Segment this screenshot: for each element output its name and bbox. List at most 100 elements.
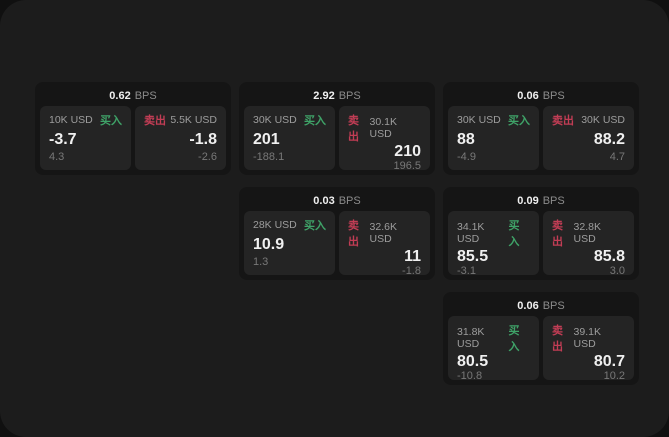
sell-tile-header: 卖出 30.1K USD [348, 112, 421, 144]
card-header: 0.09 BPS [448, 191, 634, 211]
buy-side-label: 买入 [508, 220, 520, 248]
bps-value: 0.06 [517, 300, 539, 312]
bps-value: 0.09 [517, 195, 539, 207]
buy-notional: 31.8K USD [457, 326, 485, 350]
card-header: 0.06 BPS [448, 296, 634, 316]
quote-tiles: 10K USD 买入 -3.7 4.3 卖出 5.5K USD -1.8 -2.… [40, 106, 226, 170]
bps-unit-label: BPS [542, 90, 565, 102]
buy-delta: 4.3 [49, 151, 65, 163]
buy-quote-tile[interactable]: 30K USD 买入 201 -188.1 [244, 106, 335, 170]
sell-quote-tile[interactable]: 卖出 39.1K USD 80.7 10.2 [543, 316, 634, 382]
buy-delta: 1.3 [253, 256, 269, 268]
bps-value: 0.62 [109, 90, 131, 102]
bps-value: 2.92 [313, 90, 335, 102]
buy-price: 10.9 [253, 235, 285, 253]
buy-notional: 10K USD [49, 114, 93, 126]
buy-side-label: 买入 [508, 115, 530, 127]
buy-quote-tile[interactable]: 28K USD 买入 10.9 1.3 [244, 211, 335, 275]
quote-tiles: 31.8K USD 买入 80.5 -10.8 卖出 39.1K USD 80.… [448, 316, 634, 382]
sell-notional: 5.5K USD [170, 114, 217, 126]
sell-quote-tile[interactable]: 卖出 32.8K USD 85.8 3.0 [543, 211, 634, 277]
buy-delta: -10.8 [457, 370, 483, 382]
sell-tile-header: 卖出 5.5K USD [144, 112, 217, 128]
sell-price: -1.8 [189, 130, 217, 148]
card-header: 0.62 BPS [40, 86, 226, 106]
card-header: 0.06 BPS [448, 86, 634, 106]
sell-notional: 30.1K USD [369, 116, 397, 140]
buy-tile-header: 34.1K USD 买入 [457, 217, 530, 249]
sell-delta: 10.2 [603, 370, 625, 382]
buy-price: 88 [457, 130, 475, 148]
card-header: 0.03 BPS [244, 191, 430, 211]
buy-delta: -4.9 [457, 151, 476, 163]
sell-notional: 30K USD [581, 114, 625, 126]
buy-notional: 28K USD [253, 219, 297, 231]
buy-price: 80.5 [457, 353, 489, 370]
quote-cards-grid: 0.62 BPS 10K USD 买入 -3.7 4.3 卖出 5.5K USD… [35, 82, 639, 385]
quote-card: 0.06 BPS 30K USD 买入 88 -4.9 卖出 30K USD 8… [443, 82, 639, 175]
buy-quote-tile[interactable]: 10K USD 买入 -3.7 4.3 [40, 106, 131, 170]
bps-unit-label: BPS [338, 195, 361, 207]
buy-price: 85.5 [457, 248, 489, 265]
buy-notional: 30K USD [253, 114, 297, 126]
sell-side-label: 卖出 [348, 115, 359, 143]
quote-card: 0.03 BPS 28K USD 买入 10.9 1.3 卖出 32.6K US… [239, 187, 435, 280]
sell-delta: -1.8 [402, 265, 421, 277]
bps-unit-label: BPS [542, 300, 565, 312]
sell-tile-header: 卖出 32.8K USD [552, 217, 625, 249]
buy-quote-tile[interactable]: 31.8K USD 买入 80.5 -10.8 [448, 316, 539, 382]
quote-card: 0.06 BPS 31.8K USD 买入 80.5 -10.8 卖出 39.1… [443, 292, 639, 385]
buy-delta: -3.1 [457, 265, 476, 277]
quote-card: 0.62 BPS 10K USD 买入 -3.7 4.3 卖出 5.5K USD… [35, 82, 231, 175]
quote-tiles: 28K USD 买入 10.9 1.3 卖出 32.6K USD 11 -1.8 [244, 211, 430, 277]
sell-side-label: 卖出 [552, 115, 574, 127]
buy-tile-header: 10K USD 买入 [49, 112, 122, 128]
sell-notional: 39.1K USD [573, 326, 601, 350]
sell-delta: 3.0 [609, 265, 625, 277]
buy-quote-tile[interactable]: 34.1K USD 买入 85.5 -3.1 [448, 211, 539, 277]
sell-tile-header: 卖出 30K USD [552, 112, 625, 128]
quote-tiles: 34.1K USD 买入 85.5 -3.1 卖出 32.8K USD 85.8… [448, 211, 634, 277]
sell-notional: 32.6K USD [369, 221, 397, 245]
quote-tiles: 30K USD 买入 201 -188.1 卖出 30.1K USD 210 1… [244, 106, 430, 172]
bps-unit-label: BPS [134, 90, 157, 102]
quote-tiles: 30K USD 买入 88 -4.9 卖出 30K USD 88.2 4.7 [448, 106, 634, 170]
sell-price: 210 [394, 143, 421, 160]
bps-value: 0.03 [313, 195, 335, 207]
buy-price: -3.7 [49, 130, 77, 148]
buy-tile-header: 30K USD 买入 [253, 112, 326, 128]
sell-price: 80.7 [593, 353, 625, 370]
buy-side-label: 买入 [100, 115, 122, 127]
card-header: 2.92 BPS [244, 86, 430, 106]
buy-tile-header: 28K USD 买入 [253, 217, 326, 233]
sell-notional: 32.8K USD [573, 221, 601, 245]
quote-card: 0.09 BPS 34.1K USD 买入 85.5 -3.1 卖出 32.8K… [443, 187, 639, 280]
buy-delta: -188.1 [253, 151, 285, 163]
buy-side-label: 买入 [304, 115, 326, 127]
bps-unit-label: BPS [542, 195, 565, 207]
buy-side-label: 买入 [508, 325, 520, 353]
buy-quote-tile[interactable]: 30K USD 买入 88 -4.9 [448, 106, 539, 170]
bps-unit-label: BPS [338, 90, 361, 102]
quote-card: 2.92 BPS 30K USD 买入 201 -188.1 卖出 30.1K … [239, 82, 435, 175]
buy-tile-header: 30K USD 买入 [457, 112, 530, 128]
sell-side-label: 卖出 [348, 220, 359, 248]
buy-price: 201 [253, 130, 280, 148]
sell-side-label: 卖出 [552, 325, 563, 353]
sell-quote-tile[interactable]: 卖出 30K USD 88.2 4.7 [543, 106, 634, 170]
sell-side-label: 卖出 [552, 220, 563, 248]
sell-tile-header: 卖出 39.1K USD [552, 322, 625, 354]
sell-quote-tile[interactable]: 卖出 30.1K USD 210 196.5 [339, 106, 430, 172]
sell-tile-header: 卖出 32.6K USD [348, 217, 421, 249]
sell-quote-tile[interactable]: 卖出 5.5K USD -1.8 -2.6 [135, 106, 226, 170]
buy-notional: 34.1K USD [457, 221, 485, 245]
sell-price: 11 [404, 248, 421, 265]
sell-price: 88.2 [593, 130, 625, 148]
sell-price: 85.8 [593, 248, 625, 265]
buy-tile-header: 31.8K USD 买入 [457, 322, 530, 354]
sell-quote-tile[interactable]: 卖出 32.6K USD 11 -1.8 [339, 211, 430, 277]
buy-side-label: 买入 [304, 220, 326, 232]
buy-notional: 30K USD [457, 114, 501, 126]
bps-value: 0.06 [517, 90, 539, 102]
